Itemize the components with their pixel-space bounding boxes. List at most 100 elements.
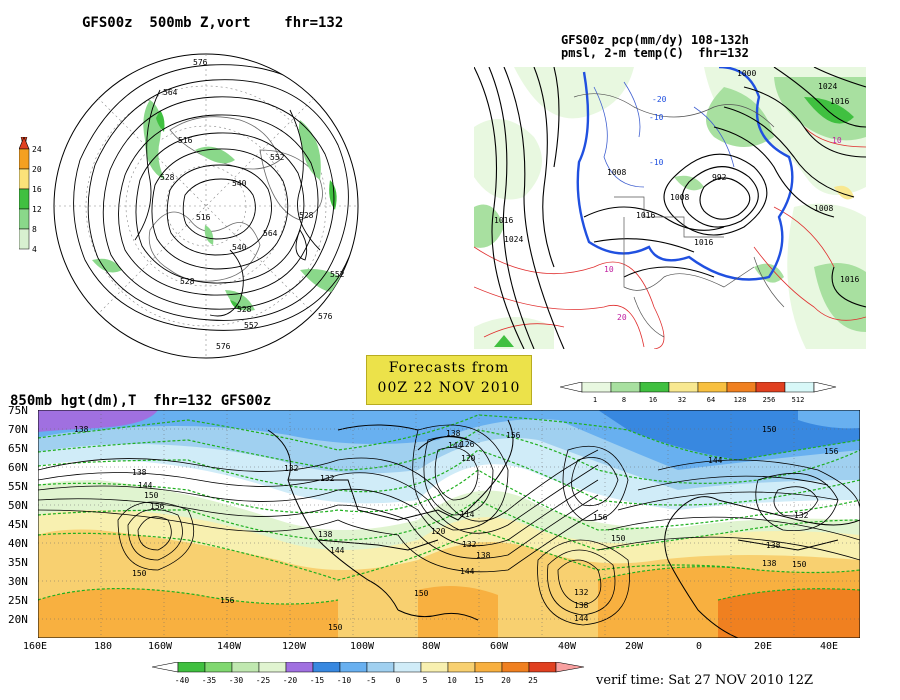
- hgt850-contour-label: 150: [611, 534, 626, 543]
- polar-contour-label: 576: [318, 312, 333, 321]
- hgt850-lon-axis: 160E 180 160W 140W 120W 100W 80W 60W 40W…: [20, 641, 880, 655]
- polar-500mb-map: 576 564 516 528 552 540 540 528 516 528 …: [53, 53, 359, 359]
- hgt850-contour-label: 156: [506, 431, 521, 440]
- hgt850-contour-label: 150: [792, 560, 807, 569]
- hgt850-colorbar-tick: -35: [202, 676, 217, 685]
- hgt850-contour-label: 144: [708, 456, 723, 465]
- hgt850-contour-label: 138: [762, 559, 777, 568]
- hgt850-contour-label: 132: [462, 540, 477, 549]
- hgt850-contour-label: 120: [431, 527, 446, 536]
- isobars: [474, 67, 866, 349]
- precip-colorbar-tick: 16: [649, 396, 657, 404]
- verif-time: verif time: Sat 27 NOV 2010 12Z: [596, 673, 814, 688]
- hgt850-colorbar-tick: -40: [175, 676, 190, 685]
- polar-colorbar-tick: 12: [32, 205, 42, 214]
- polar-contour-label: 564: [263, 229, 278, 238]
- isobar-label: 1016: [830, 97, 849, 106]
- hgt850-contour-label: 156: [593, 513, 608, 522]
- hgt850-temp-contours: [38, 414, 860, 605]
- hgt850-colorbar-tick: 25: [528, 676, 538, 685]
- polar-height-contours: [73, 64, 358, 331]
- lon-label: 80W: [422, 641, 441, 652]
- polar-contour-label: 564: [163, 88, 178, 97]
- precip-colorbar-tick: 32: [678, 396, 686, 404]
- polar-contour-label: 528: [299, 211, 314, 220]
- hgt850-contour-label: 138: [74, 425, 89, 434]
- forecast-init-line2: 00Z 22 NOV 2010: [377, 380, 521, 396]
- lat-label: 30N: [8, 575, 28, 588]
- hgt850-contour-label: 150: [414, 589, 429, 598]
- hgt850-contour-label: 150: [132, 569, 147, 578]
- hgt850-contour-label: 132: [574, 588, 589, 597]
- polar-panel-title: GFS00z 500mb Z,vort fhr=132: [82, 15, 344, 31]
- lon-label: 40E: [820, 641, 839, 652]
- hgt850-contour-label: 156: [150, 502, 165, 511]
- isobar-label: 992: [712, 173, 727, 182]
- precip-colorbar-tick: 512: [792, 396, 805, 404]
- lat-label: 70N: [8, 423, 28, 436]
- temp-labels: -20 -10 -10 10 20 10: [604, 95, 842, 322]
- hgt850-contour-label: 156: [220, 596, 235, 605]
- freezing-line: [576, 67, 794, 281]
- lat-label: 50N: [8, 499, 28, 512]
- hgt850-map: 138 138 144 150 156 150 156 132 132 138 …: [38, 410, 860, 638]
- precip-panel-title-line2: pmsl, 2-m temp(C) fhr=132: [561, 46, 749, 60]
- hgt850-contour-label: 138: [766, 541, 781, 550]
- lon-label: 120W: [282, 641, 307, 652]
- precip-panel-title-line1: GFS00z pcp(mm/dy) 108-132h: [561, 33, 749, 47]
- hgt850-colorbar-tick: 15: [474, 676, 484, 685]
- precip-colorbar: 1 8 16 32 64 128 256 512: [560, 382, 837, 404]
- precip-colorbar-tick: 256: [763, 396, 776, 404]
- lat-label: 35N: [8, 556, 28, 569]
- lat-label: 65N: [8, 442, 28, 455]
- hgt850-colorbar-tick: -5: [366, 676, 376, 685]
- isobar-label: 1016: [694, 238, 713, 247]
- polar-contour-label: 528: [160, 173, 175, 182]
- hgt850-coastlines: [267, 419, 860, 638]
- polar-graticule: [54, 54, 358, 358]
- hgt850-contour-label: 144: [460, 567, 475, 576]
- hgt850-contour-label: 150: [762, 425, 777, 434]
- polar-contour-label: 552: [244, 321, 259, 330]
- lon-label: 160E: [23, 641, 48, 652]
- polar-contour-label: 552: [270, 153, 285, 162]
- polar-contour-label: 516: [178, 136, 193, 145]
- hgt850-colorbar-tick: -25: [256, 676, 271, 685]
- hgt850-contour-label: 138: [132, 468, 147, 477]
- hgt850-contour-label: 144: [138, 481, 153, 490]
- forecast-init-line1: Forecasts from: [388, 360, 510, 376]
- polar-contour-label: 576: [216, 342, 231, 351]
- lat-label: 20N: [8, 613, 28, 626]
- polar-colorbar-swatches: [18, 136, 30, 250]
- hgt850-contour-label: 132: [320, 474, 335, 483]
- polar-colorbar-tick: 16: [32, 185, 42, 194]
- hgt850-colorbar-tick: 0: [396, 676, 401, 685]
- isobar-label: 1024: [818, 82, 837, 91]
- lon-label: 40W: [558, 641, 577, 652]
- lat-label: 25N: [8, 594, 28, 607]
- isobar-label: 1008: [670, 193, 689, 202]
- temp-label: -10: [649, 158, 664, 167]
- forecast-init-box: Forecasts from 00Z 22 NOV 2010: [366, 355, 532, 405]
- hgt850-panel-title: 850mb hgt(dm),T fhr=132 GFS00z: [10, 393, 272, 409]
- temp-label: 10: [604, 265, 614, 274]
- isobar-label: 1000: [737, 69, 756, 78]
- hgt850-contour-label: 144: [574, 614, 589, 623]
- precip-colorbar-tick: 64: [707, 396, 715, 404]
- temp-label: -10: [649, 113, 664, 122]
- hgt850-contour-label: 156: [824, 447, 839, 456]
- isobar-label: 1008: [607, 168, 626, 177]
- lon-label: 20E: [754, 641, 773, 652]
- lat-label: 45N: [8, 518, 28, 531]
- lon-label: 20W: [625, 641, 644, 652]
- polar-colorbar: 24 20 16 12 8 4: [18, 136, 69, 267]
- hgt850-colorbar: -40 -35 -30 -25 -20 -15 -10 -5 0 5 10 15…: [152, 662, 585, 685]
- polar-contour-label: 576: [193, 58, 208, 67]
- precip-pmsl-map: 1024 1016 1008 1000 992 1008 1016 1024 1…: [474, 67, 866, 349]
- precip-fill: [474, 67, 866, 349]
- polar-contour-label: 540: [232, 179, 247, 188]
- polar-contour-label: 528: [180, 277, 195, 286]
- lat-label: 60N: [8, 461, 28, 474]
- hgt850-contour-label: 138: [574, 601, 589, 610]
- polar-contour-label: 540: [232, 243, 247, 252]
